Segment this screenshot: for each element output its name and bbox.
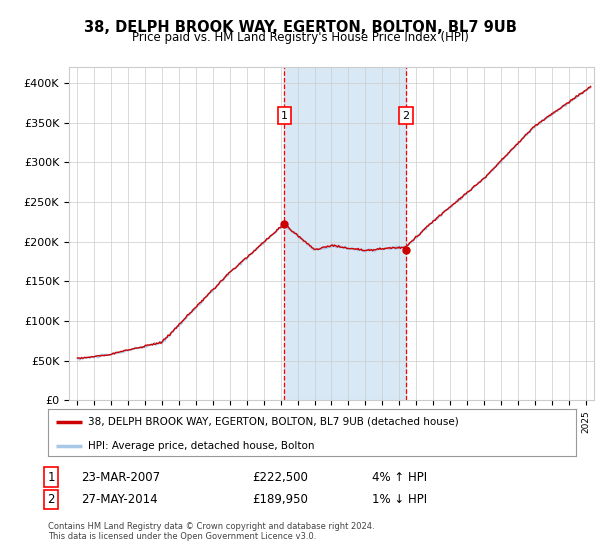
Text: 4% ↑ HPI: 4% ↑ HPI [372, 470, 427, 484]
Text: 1: 1 [281, 110, 288, 120]
Text: 1% ↓ HPI: 1% ↓ HPI [372, 493, 427, 506]
Text: 2: 2 [403, 110, 410, 120]
Bar [284, 67, 406, 400]
Text: 38, DELPH BROOK WAY, EGERTON, BOLTON, BL7 9UB (detached house): 38, DELPH BROOK WAY, EGERTON, BOLTON, BL… [88, 417, 458, 427]
Text: 38, DELPH BROOK WAY, EGERTON, BOLTON, BL7 9UB: 38, DELPH BROOK WAY, EGERTON, BOLTON, BL… [83, 20, 517, 35]
Text: 23-MAR-2007: 23-MAR-2007 [81, 470, 160, 484]
Text: 2: 2 [47, 493, 55, 506]
Text: £222,500: £222,500 [252, 470, 308, 484]
Text: Contains HM Land Registry data © Crown copyright and database right 2024.
This d: Contains HM Land Registry data © Crown c… [48, 522, 374, 542]
Text: HPI: Average price, detached house, Bolton: HPI: Average price, detached house, Bolt… [88, 441, 314, 451]
Text: 1: 1 [47, 470, 55, 484]
Text: Price paid vs. HM Land Registry's House Price Index (HPI): Price paid vs. HM Land Registry's House … [131, 31, 469, 44]
Text: £189,950: £189,950 [252, 493, 308, 506]
Text: 27-MAY-2014: 27-MAY-2014 [81, 493, 158, 506]
